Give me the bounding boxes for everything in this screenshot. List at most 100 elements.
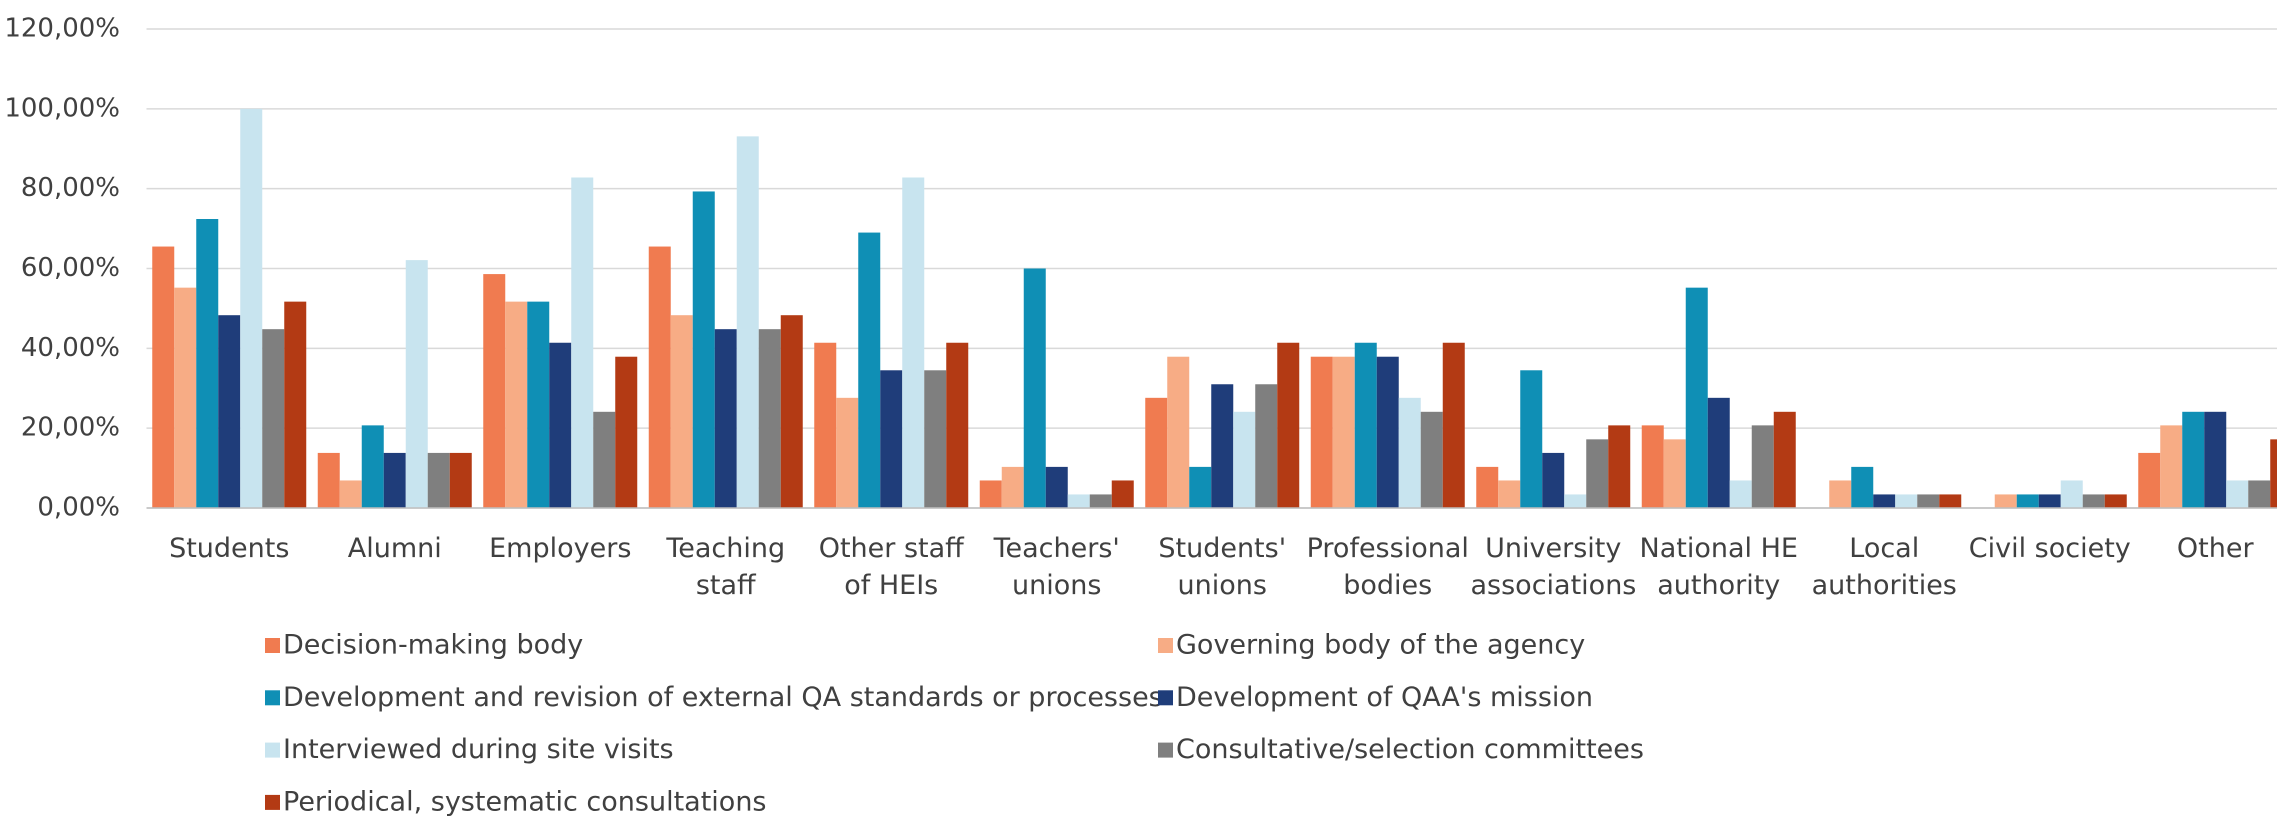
bar: [1167, 356, 1190, 508]
bar: [979, 480, 1002, 508]
x-tick-label: National HE authority: [1639, 533, 1798, 601]
bar: [648, 246, 671, 508]
bar: [527, 301, 550, 508]
bar: [858, 232, 881, 508]
bar: [902, 177, 925, 509]
bar: [174, 287, 197, 508]
legend-swatch: [265, 638, 280, 653]
x-tick-label: Other: [2176, 533, 2254, 564]
legend-swatch: [1158, 742, 1173, 758]
bar: [1023, 268, 1046, 508]
bar: [1354, 342, 1377, 508]
bar: [1067, 494, 1090, 508]
bar: [1685, 287, 1708, 508]
bar: [736, 136, 759, 508]
bar: [880, 370, 903, 508]
bar: [2016, 494, 2039, 508]
bar: [218, 315, 241, 508]
y-tick-label: 40,00%: [21, 333, 120, 363]
bar: [2270, 439, 2277, 508]
bar: [1498, 480, 1521, 508]
bar: [1045, 466, 1068, 508]
x-tick-label: Students' unions: [1158, 533, 1287, 601]
bar: [284, 301, 307, 508]
bar: [1332, 356, 1355, 508]
legend-label: Periodical, systematic consultations: [283, 786, 767, 817]
bar: [670, 315, 693, 508]
bar: [2248, 480, 2271, 508]
y-tick-label: 0,00%: [37, 493, 120, 523]
bar: [1939, 494, 1962, 508]
bar: [1310, 356, 1333, 508]
bar: [1873, 494, 1896, 508]
bar: [1376, 356, 1399, 508]
legend-label: Development and revision of external QA …: [283, 682, 1163, 713]
bar: [1442, 342, 1465, 508]
bar: [1542, 452, 1565, 508]
bar: [1773, 411, 1796, 508]
bar: [1729, 480, 1752, 508]
bar: [946, 342, 969, 508]
bar: [1707, 397, 1730, 508]
bar: [2160, 425, 2183, 508]
x-tick-label: University associations: [1470, 533, 1637, 601]
bar: [1001, 466, 1024, 508]
legend-label: Interviewed during site visits: [283, 734, 674, 765]
bar: [1751, 425, 1774, 508]
x-tick-label: Alumni: [347, 533, 442, 564]
bar: [2204, 411, 2227, 508]
legend-label: Development of QAA's mission: [1176, 682, 1593, 713]
bar: [317, 452, 340, 508]
bar: [615, 356, 638, 508]
legend-swatch: [1158, 690, 1173, 706]
bar: [1189, 466, 1212, 508]
bar: [1398, 397, 1421, 508]
bar: [427, 452, 450, 508]
bar: [1829, 480, 1852, 508]
bar: [1277, 342, 1300, 508]
bar: [1917, 494, 1940, 508]
bar: [262, 329, 285, 508]
bar: [593, 411, 616, 508]
bar: [1233, 411, 1256, 508]
legend-swatch: [265, 690, 280, 706]
bar: [1608, 425, 1631, 508]
bar: [1089, 494, 1112, 508]
bar: [240, 108, 263, 508]
bar: [1641, 425, 1664, 508]
bar: [549, 342, 572, 508]
x-tick-label: Civil society: [1968, 533, 2131, 564]
bar: [505, 301, 528, 508]
bar: [1111, 480, 1134, 508]
bar: [1564, 494, 1587, 508]
y-tick-label: 60,00%: [21, 253, 120, 283]
legend-swatch: [265, 742, 280, 758]
bar: [405, 260, 428, 508]
bar: [339, 480, 362, 508]
bar: [758, 329, 781, 508]
bar: [1586, 439, 1609, 508]
legend-label: Governing body of the agency: [1176, 630, 1585, 661]
bar: [449, 452, 472, 508]
bar: [2104, 494, 2127, 508]
x-tick-label: Local authorities: [1811, 533, 1957, 601]
bar: [361, 425, 384, 508]
x-tick-label: Teaching staff: [666, 533, 786, 601]
bar: [1211, 384, 1234, 508]
bar: [1994, 494, 2017, 508]
bar: [2038, 494, 2061, 508]
legend-swatch: [265, 794, 280, 810]
x-tick-label: Professional bodies: [1306, 533, 1469, 601]
bar: [571, 177, 594, 509]
y-tick-label: 100,00%: [4, 93, 120, 123]
legend-label: Consultative/selection committees: [1176, 734, 1644, 765]
bar: [1145, 397, 1168, 508]
y-tick-label: 120,00%: [4, 14, 120, 44]
bar: [1420, 411, 1443, 508]
bar: [814, 342, 837, 508]
bar: [1255, 384, 1278, 508]
x-tick-label: Teachers' unions: [993, 533, 1120, 601]
bar: [2226, 480, 2249, 508]
legend-label: Decision-making body: [283, 630, 583, 661]
